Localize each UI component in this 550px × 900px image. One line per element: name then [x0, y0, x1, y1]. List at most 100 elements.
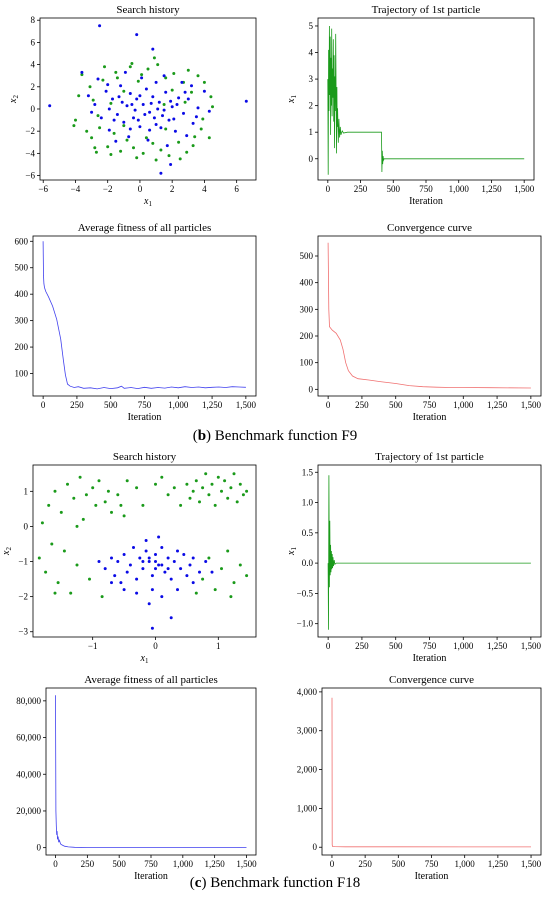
chart-title: Trajectory of 1st particle [375, 451, 484, 463]
y-tick-label: 4 [309, 48, 314, 58]
y-tick-label: 3,000 [297, 726, 318, 736]
scatter-point [114, 139, 118, 143]
scatter-point [56, 581, 60, 585]
scatter-point [115, 113, 119, 116]
x-tick-label: 0 [138, 184, 143, 194]
scatter-point [154, 482, 157, 486]
x-tick-label: 1,500 [236, 859, 257, 869]
x-tick-label: 0 [41, 400, 46, 410]
plot-frame [32, 235, 257, 397]
scatter-point [132, 116, 135, 120]
scatter-point [176, 549, 179, 553]
series-line [327, 25, 525, 175]
scatter-point [152, 56, 156, 60]
scatter-point [103, 500, 107, 504]
plot-frame [39, 17, 257, 181]
x-tick-label: 1,250 [487, 641, 508, 651]
scatter-point [159, 148, 163, 152]
scatter-point [170, 105, 174, 109]
scatter-point [186, 97, 190, 101]
scatter-point [80, 70, 84, 74]
x-tick-label: 4 [202, 184, 207, 194]
scatter-point [135, 97, 139, 101]
y-tick-label: −0.5 [297, 588, 314, 598]
scatter-point [119, 149, 123, 153]
scatter-point [136, 118, 140, 122]
scatter-point [154, 560, 157, 563]
plot-frame [317, 464, 542, 638]
y-tick-label: 2 [309, 101, 314, 111]
scatter-point [202, 89, 206, 93]
scatter-point [163, 570, 167, 574]
scatter-point [62, 549, 66, 553]
scatter-point [209, 95, 213, 99]
scatter-point [77, 94, 81, 98]
series-line [42, 241, 246, 390]
chart-title: Average fitness of all particles [84, 674, 218, 686]
scatter-point [185, 150, 189, 154]
x-tick-label: 250 [81, 859, 95, 869]
scatter-point [72, 124, 76, 128]
x-tick-label: 1,000 [449, 184, 470, 194]
scatter-point [88, 577, 91, 581]
scatter-point [141, 151, 145, 155]
scatter-point [159, 171, 163, 175]
scatter-point [103, 65, 106, 69]
scatter-point [207, 556, 211, 560]
y-tick-label: 2 [31, 82, 36, 92]
scatter-point [179, 567, 183, 571]
scatter-point [162, 108, 166, 112]
scatter-point [176, 588, 179, 592]
scatter-point [122, 514, 126, 518]
y-tick-label: 600 [15, 236, 29, 246]
x-tick-label: 1,000 [453, 641, 474, 651]
plot-frame [321, 687, 542, 856]
y-tick-label: 8 [31, 15, 36, 25]
scatter-point [88, 85, 92, 89]
scatter-point [132, 546, 135, 549]
y-tick-label: −1 [18, 557, 28, 567]
scatter-point [213, 588, 217, 592]
y-tick-label: 20,000 [16, 806, 41, 816]
scatter-point [86, 94, 90, 98]
series-line [327, 242, 531, 389]
x-tick-label: −2 [103, 184, 113, 194]
x-tick-label: 750 [144, 859, 158, 869]
scatter-point [119, 581, 123, 585]
y-tick-label: 100 [300, 358, 314, 368]
y-tick-label: 0 [24, 521, 29, 531]
scatter-point [160, 563, 164, 567]
scatter-point [175, 103, 179, 106]
y-tick-label: 60,000 [16, 733, 41, 743]
scatter-point [93, 103, 97, 106]
scatter-point [169, 616, 173, 620]
scatter-point [141, 103, 145, 106]
y-tick-label: 200 [300, 331, 314, 341]
scatter-point [144, 87, 148, 91]
x-tick-label: 0 [330, 859, 335, 869]
scatter-point [138, 125, 142, 129]
x-tick-label: 500 [112, 859, 126, 869]
scatter-point [144, 549, 148, 553]
scatter-point [191, 581, 195, 585]
y-tick-label: 0 [313, 842, 318, 852]
y-tick-label: −4 [25, 148, 35, 158]
scatter-point [59, 510, 63, 514]
y-tick-label: 5 [309, 21, 314, 31]
scatter-point [50, 542, 54, 546]
x-tick-label: 250 [355, 400, 369, 410]
scatter-point [204, 560, 208, 563]
scatter-point [185, 482, 189, 486]
scatter-point [107, 128, 111, 132]
scatter-point [150, 574, 154, 578]
scatter-point [110, 556, 113, 560]
chart-title: Convergence curve [387, 222, 472, 234]
scatter-point [106, 145, 110, 149]
x-tick-label: 500 [392, 859, 406, 869]
scatter-point [245, 489, 249, 493]
scatter-point [162, 103, 166, 106]
scatter-point [201, 577, 205, 581]
y-tick-label: 1,000 [297, 803, 318, 813]
scatter-point [150, 626, 154, 630]
